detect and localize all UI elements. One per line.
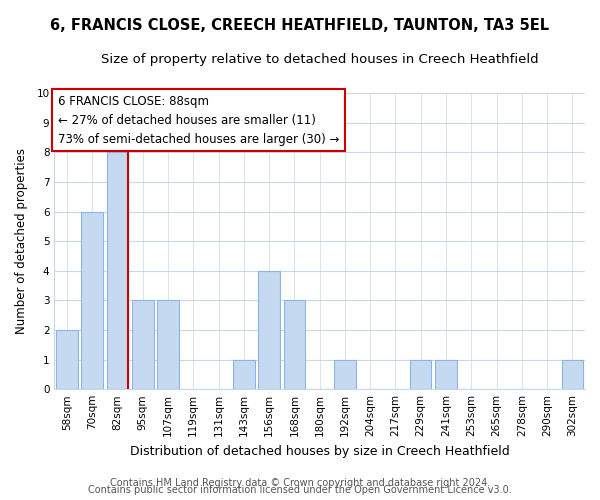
Title: Size of property relative to detached houses in Creech Heathfield: Size of property relative to detached ho… bbox=[101, 52, 538, 66]
Text: 6, FRANCIS CLOSE, CREECH HEATHFIELD, TAUNTON, TA3 5EL: 6, FRANCIS CLOSE, CREECH HEATHFIELD, TAU… bbox=[50, 18, 550, 32]
Bar bbox=[233, 360, 254, 389]
Bar bbox=[107, 152, 128, 389]
Bar bbox=[56, 330, 77, 389]
Bar bbox=[284, 300, 305, 389]
Text: 6 FRANCIS CLOSE: 88sqm
← 27% of detached houses are smaller (11)
73% of semi-det: 6 FRANCIS CLOSE: 88sqm ← 27% of detached… bbox=[58, 94, 340, 146]
Y-axis label: Number of detached properties: Number of detached properties bbox=[15, 148, 28, 334]
Text: Contains HM Land Registry data © Crown copyright and database right 2024.: Contains HM Land Registry data © Crown c… bbox=[110, 478, 490, 488]
Bar bbox=[157, 300, 179, 389]
Bar bbox=[334, 360, 356, 389]
Bar bbox=[435, 360, 457, 389]
Bar bbox=[132, 300, 154, 389]
Bar bbox=[562, 360, 583, 389]
Bar bbox=[82, 212, 103, 389]
Text: Contains public sector information licensed under the Open Government Licence v3: Contains public sector information licen… bbox=[88, 485, 512, 495]
Bar bbox=[410, 360, 431, 389]
Bar bbox=[259, 270, 280, 389]
X-axis label: Distribution of detached houses by size in Creech Heathfield: Distribution of detached houses by size … bbox=[130, 444, 509, 458]
